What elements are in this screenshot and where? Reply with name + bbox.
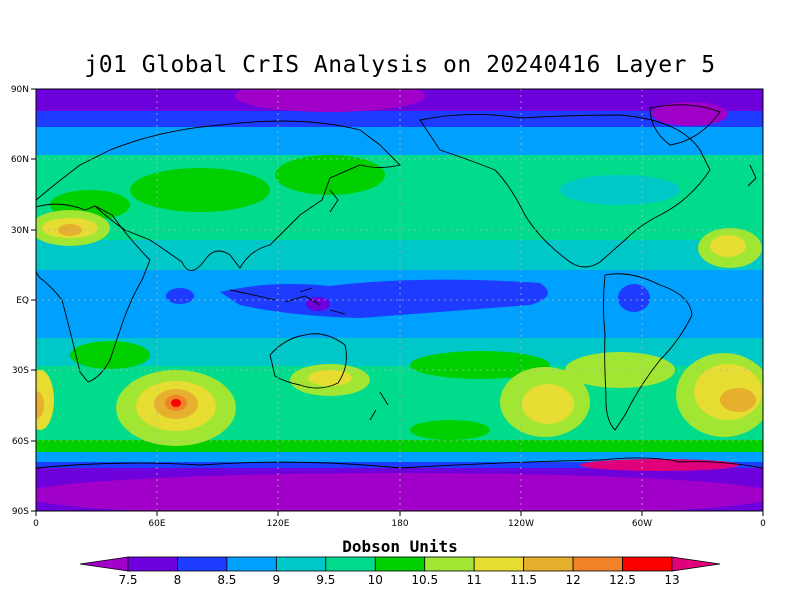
lon-label: 0 xyxy=(33,519,39,529)
colorbar-level-label: 11 xyxy=(467,573,482,587)
lat-label: 60S xyxy=(12,437,29,447)
japan-outline xyxy=(329,189,339,213)
colorbar-level-label: 9 xyxy=(273,573,281,587)
warm-pool-low xyxy=(220,279,548,318)
amazon-low xyxy=(618,284,650,312)
colorbar-segment xyxy=(572,556,623,572)
ozone-field xyxy=(36,89,763,511)
colorbar-segment xyxy=(226,556,277,572)
colorbar: 7.5 8 8.5 9 9.5 10 10.5 11 11.5 12 12.5 13 xyxy=(79,556,721,587)
band-southern-ring xyxy=(36,440,763,455)
north-america-outline xyxy=(419,113,711,268)
band-subpolar-north xyxy=(36,111,763,127)
colorbar-level-label: 9.5 xyxy=(316,573,335,587)
colorbar-level-label: 8 xyxy=(174,573,182,587)
lat-label: 30S xyxy=(12,366,29,376)
band-south-edge xyxy=(36,462,763,470)
colorbar-segment xyxy=(374,556,426,572)
colorbar-level-label: 11.5 xyxy=(510,573,537,587)
map-title: j01 Global CrIS Analysis on 20240416 Lay… xyxy=(84,52,716,78)
uk-outline xyxy=(747,164,757,187)
arctic-purple-patch xyxy=(235,89,425,112)
colorbar-segment xyxy=(622,556,673,572)
band-subpolar-south xyxy=(36,452,763,464)
lat-label: 90S xyxy=(12,507,29,517)
indonesia-outline xyxy=(229,287,346,315)
greenland-outline xyxy=(649,104,721,146)
colorbar-level-label: 10.5 xyxy=(411,573,438,587)
africa-outline xyxy=(36,203,151,383)
colorbar-segment xyxy=(177,556,228,572)
gridlines xyxy=(36,89,763,511)
colorbar-segment xyxy=(127,556,178,572)
tick-marks xyxy=(31,88,764,516)
colorbar-level-label: 10 xyxy=(368,573,383,587)
colorbar-segment xyxy=(473,556,525,572)
colorbar-title: Dobson Units xyxy=(342,537,458,556)
new-zealand-outline xyxy=(369,391,389,421)
lon-label: 60E xyxy=(148,519,165,529)
south-america-outline xyxy=(603,273,693,431)
colorbar-segment xyxy=(275,556,327,572)
australia-outline xyxy=(269,333,347,389)
lat-label: EQ xyxy=(16,296,29,306)
lat-label: 30N xyxy=(11,226,29,236)
southern-magenta xyxy=(580,459,740,471)
colorbar-segment xyxy=(523,556,574,572)
antarctica-outline xyxy=(36,457,763,469)
colorbar-level-label: 12.5 xyxy=(609,573,636,587)
lat-label: 90N xyxy=(11,85,29,95)
eurasia-outline xyxy=(36,120,401,271)
antarctic-core xyxy=(36,473,763,511)
colorbar-arrow-low xyxy=(79,556,129,572)
lat-label: 60N xyxy=(11,155,29,165)
colorbar-level-label: 8.5 xyxy=(217,573,236,587)
colorbar-level-label: 12 xyxy=(565,573,580,587)
band-high-north xyxy=(36,127,763,155)
colorbar-arrow-high xyxy=(671,556,721,572)
lon-label: 120W xyxy=(508,519,534,529)
colorbar-segment xyxy=(424,556,475,572)
lon-label: 180 xyxy=(391,519,408,529)
colorbar-level-label: 13 xyxy=(664,573,679,587)
lon-label: 60W xyxy=(632,519,652,529)
lon-label: 120E xyxy=(267,519,290,529)
coastlines xyxy=(36,104,763,469)
lon-label: 0 xyxy=(760,519,766,529)
colorbar-level-label: 7.5 xyxy=(118,573,137,587)
colorbar-segment xyxy=(325,556,376,572)
